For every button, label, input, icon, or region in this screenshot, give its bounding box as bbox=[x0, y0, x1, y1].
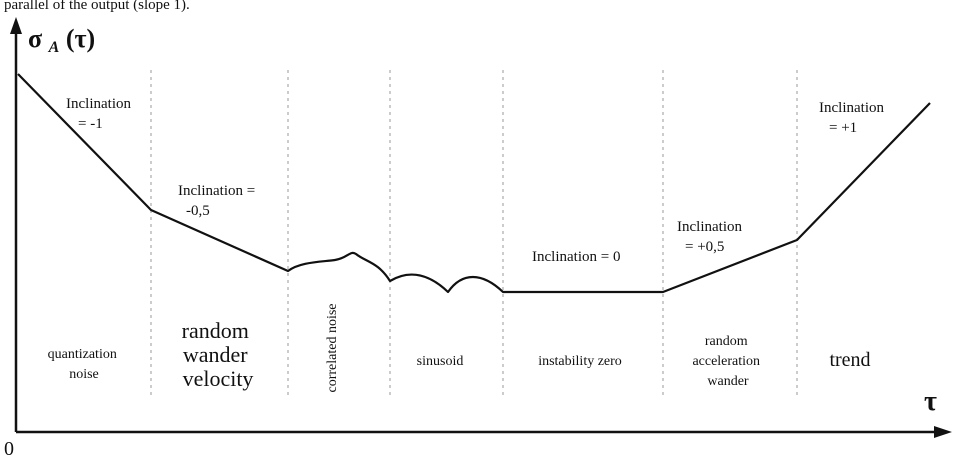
axes bbox=[14, 28, 940, 434]
region-label-trend: trend bbox=[829, 349, 870, 371]
y-axis-symbol: σ bbox=[28, 24, 42, 53]
slope-label-5: Inclination = +1 bbox=[819, 100, 888, 136]
origin-label: 0 bbox=[4, 438, 14, 456]
top-caption: parallel of the output (slope 1). bbox=[4, 0, 190, 13]
slope-label-4: Inclination = +0,5 bbox=[677, 219, 746, 255]
region-label-quantization-noise: quantization noise bbox=[48, 347, 121, 382]
slope-label-3: Inclination = 0 bbox=[532, 249, 620, 265]
region-label-random-acceleration-wander: random acceleration wander bbox=[692, 334, 763, 389]
region-label-random-wander-velocity: random wander velocity bbox=[182, 318, 255, 391]
y-axis-argument: (τ) bbox=[66, 24, 95, 53]
region-label-correlated-noise: correlated noise bbox=[325, 303, 340, 392]
allan-deviation-curve bbox=[17, 73, 931, 294]
y-axis-subscript: A bbox=[48, 39, 60, 56]
x-axis-title: τ bbox=[924, 386, 937, 417]
y-axis-arrow-icon bbox=[10, 17, 22, 34]
y-axis-title: σ A (τ) bbox=[28, 24, 95, 58]
region-dividers bbox=[150, 70, 798, 395]
slope-label-1: Inclination = -1 bbox=[66, 96, 135, 132]
region-label-sinusoid: sinusoid bbox=[417, 354, 464, 369]
region-label-instability-zero: instability zero bbox=[538, 354, 622, 369]
slope-label-2: Inclination = -0,5 bbox=[178, 183, 259, 219]
x-axis-arrow-icon bbox=[934, 426, 952, 438]
